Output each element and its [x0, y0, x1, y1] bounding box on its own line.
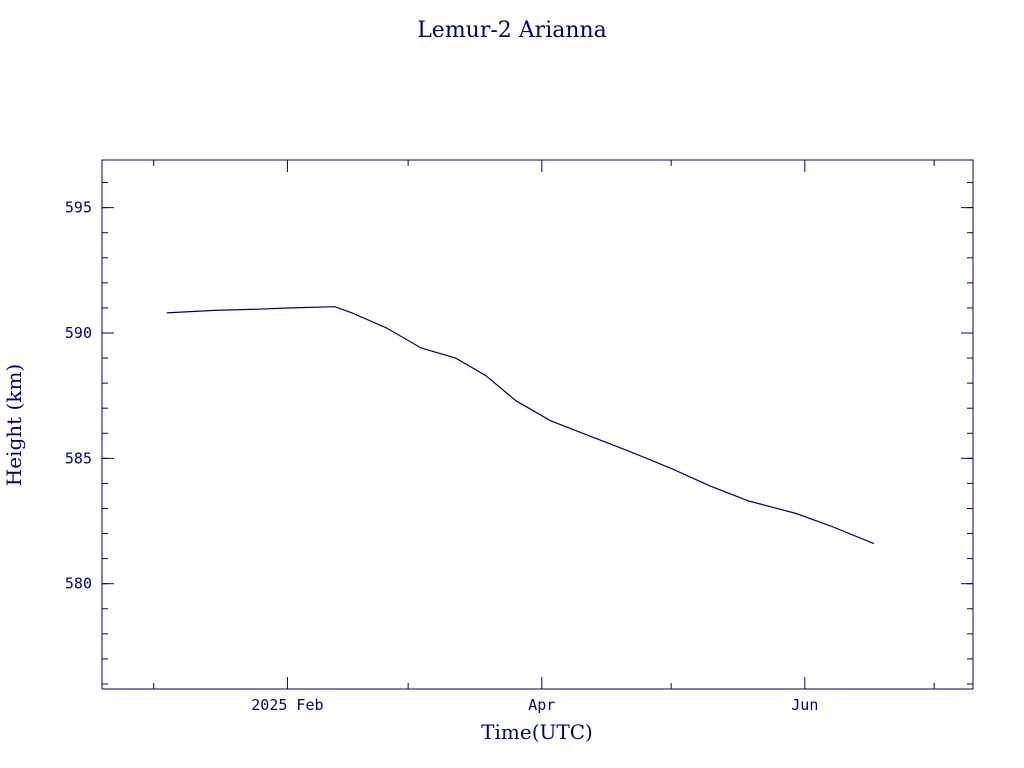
x-axis-title: Time(UTC) — [481, 720, 593, 744]
y-tick-label: 595 — [65, 199, 92, 217]
y-tick-label: 585 — [65, 449, 92, 467]
chart-title: Lemur-2 Arianna — [417, 18, 607, 43]
x-tick-label: Apr — [528, 696, 555, 714]
y-axis-title: Height (km) — [2, 364, 26, 486]
tick-labels: 580 585 590 595 2025 Feb Apr Jun — [65, 199, 818, 714]
axis-ticks — [102, 160, 973, 689]
height-series-line — [166, 306, 875, 545]
x-tick-label: Jun — [791, 696, 818, 714]
plot-frame — [101, 159, 974, 690]
x-tick-label: 2025 Feb — [251, 696, 323, 714]
y-tick-label: 580 — [65, 575, 92, 593]
y-tick-label: 590 — [65, 324, 92, 342]
